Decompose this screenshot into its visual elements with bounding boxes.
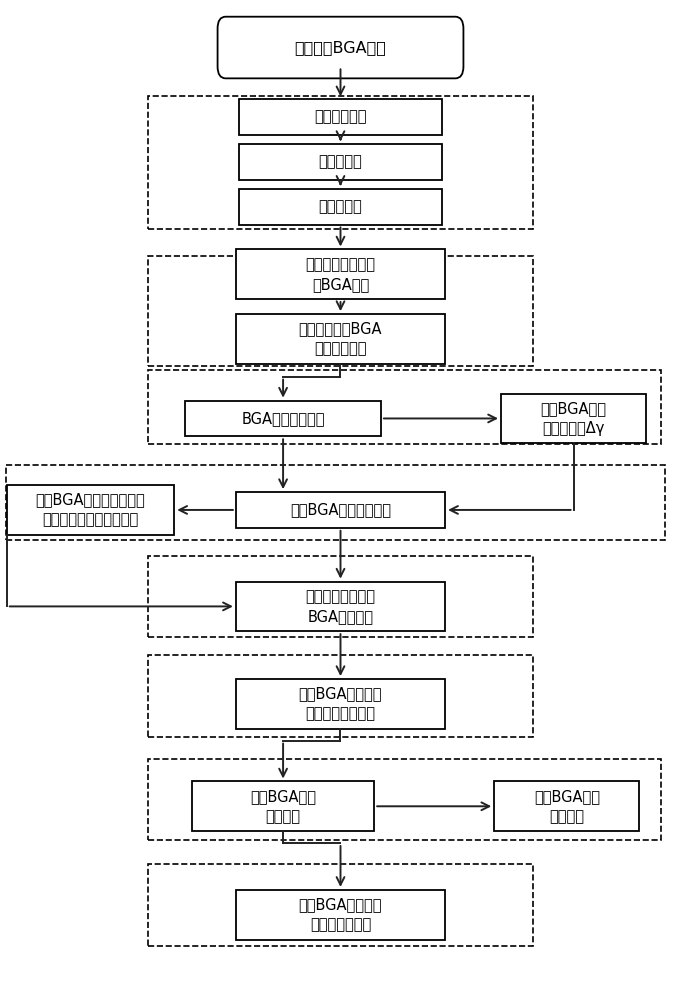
Bar	[148, 96, 533, 229]
FancyBboxPatch shape	[236, 249, 445, 299]
Text: 原始灰度BGA图像: 原始灰度BGA图像	[295, 40, 386, 55]
Text: 形态学处理: 形态学处理	[319, 154, 362, 169]
Text: 求解BGA芯片的偏
转角度和中心位置: 求解BGA芯片的偏 转角度和中心位置	[299, 686, 382, 721]
FancyBboxPatch shape	[236, 679, 445, 729]
Bar	[148, 759, 661, 840]
FancyBboxPatch shape	[494, 781, 639, 831]
Bar	[6, 465, 665, 540]
Bar	[148, 864, 533, 946]
Bar	[148, 370, 661, 444]
Text: 等效BGA阵列粗略偏转角
度，典型行间距和列间距: 等效BGA阵列粗略偏转角 度，典型行间距和列间距	[35, 493, 146, 527]
FancyBboxPatch shape	[217, 17, 464, 78]
Text: 建立完整灰度BGA
焊球信息列表: 建立完整灰度BGA 焊球信息列表	[299, 322, 382, 356]
Text: 等效BGA阵列局部分析: 等效BGA阵列局部分析	[290, 502, 391, 517]
FancyBboxPatch shape	[236, 582, 445, 631]
FancyBboxPatch shape	[7, 485, 174, 535]
FancyBboxPatch shape	[236, 492, 445, 528]
Text: 等效BGA焊球
间距典型值Δγ: 等效BGA焊球 间距典型值Δγ	[541, 401, 607, 436]
Bar	[148, 655, 533, 737]
Text: 动态阈值分割: 动态阈值分割	[314, 110, 367, 125]
FancyBboxPatch shape	[501, 394, 646, 443]
Text: 各利BGA焊球
标准尺寸: 各利BGA焊球 标准尺寸	[534, 789, 600, 824]
FancyBboxPatch shape	[236, 890, 445, 940]
Text: 连通域标记: 连通域标记	[319, 199, 362, 214]
Text: 求解BGA焊球
分布矩阵: 求解BGA焊球 分布矩阵	[250, 789, 316, 824]
Text: BGA焊球标记图像: BGA焊球标记图像	[241, 411, 325, 426]
Bar	[148, 556, 533, 637]
FancyBboxPatch shape	[185, 401, 381, 436]
FancyBboxPatch shape	[192, 781, 375, 831]
Text: 确定BGA焊球标准
行间距和列间距: 确定BGA焊球标准 行间距和列间距	[299, 897, 382, 932]
FancyBboxPatch shape	[239, 99, 442, 135]
FancyBboxPatch shape	[239, 144, 442, 180]
Text: 灰度连通域提取完
整BGA焊球: 灰度连通域提取完 整BGA焊球	[306, 257, 375, 292]
Bar	[148, 256, 533, 366]
Text: 行走定位边界等效
BGA焊球集合: 行走定位边界等效 BGA焊球集合	[306, 589, 375, 624]
FancyBboxPatch shape	[236, 314, 445, 364]
FancyBboxPatch shape	[239, 189, 442, 225]
